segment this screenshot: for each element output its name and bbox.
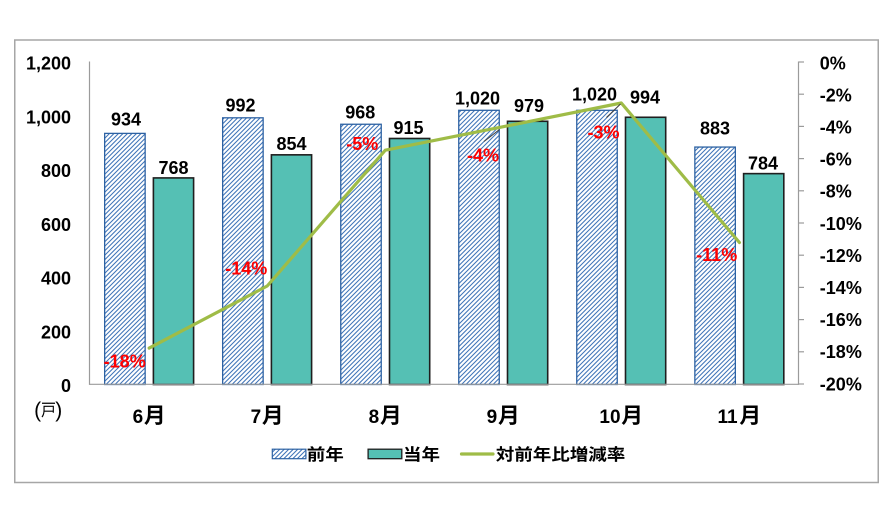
svg-text:1,200: 1,200 — [26, 54, 71, 74]
svg-text:994: 994 — [630, 88, 660, 108]
svg-text:400: 400 — [41, 269, 71, 289]
svg-text:-6%: -6% — [820, 150, 852, 170]
svg-text:-14%: -14% — [225, 259, 267, 279]
svg-text:-2%: -2% — [820, 85, 852, 105]
svg-text:600: 600 — [41, 215, 71, 235]
svg-text:-12%: -12% — [820, 246, 862, 266]
svg-text:-18%: -18% — [104, 352, 146, 372]
svg-text:200: 200 — [41, 322, 71, 342]
svg-text:-4%: -4% — [820, 118, 852, 138]
svg-text:784: 784 — [748, 154, 778, 174]
svg-text:-18%: -18% — [820, 342, 862, 362]
svg-text:8: 8 — [369, 407, 380, 428]
svg-text:992: 992 — [225, 96, 255, 116]
svg-text:0: 0 — [61, 376, 71, 396]
svg-text:-16%: -16% — [820, 310, 862, 330]
svg-text:979: 979 — [514, 96, 544, 116]
svg-text:968: 968 — [345, 103, 375, 123]
svg-text:0%: 0% — [820, 53, 846, 73]
svg-text:-10%: -10% — [820, 214, 862, 234]
svg-text:-20%: -20% — [820, 374, 862, 394]
svg-text:-14%: -14% — [820, 278, 862, 298]
svg-text:-8%: -8% — [820, 182, 852, 202]
svg-text:1,000: 1,000 — [26, 107, 71, 127]
svg-text:854: 854 — [276, 134, 306, 154]
svg-text:-3%: -3% — [587, 123, 619, 143]
svg-text:1,020: 1,020 — [455, 88, 500, 108]
svg-text:): ) — [55, 399, 62, 422]
svg-text:9: 9 — [487, 407, 498, 428]
svg-text:1,020: 1,020 — [572, 85, 617, 105]
svg-text:800: 800 — [41, 161, 71, 181]
svg-text:7: 7 — [251, 407, 262, 428]
svg-text:-4%: -4% — [467, 146, 499, 166]
svg-text:(: ( — [34, 399, 41, 422]
svg-text:6: 6 — [133, 407, 144, 428]
svg-text:768: 768 — [158, 158, 188, 178]
svg-text:-5%: -5% — [346, 134, 378, 154]
svg-text:934: 934 — [111, 110, 141, 130]
svg-text:11: 11 — [717, 407, 738, 428]
svg-text:883: 883 — [700, 118, 730, 138]
svg-text:-11%: -11% — [696, 245, 737, 265]
svg-text:915: 915 — [393, 118, 423, 138]
svg-text:10: 10 — [599, 407, 620, 428]
